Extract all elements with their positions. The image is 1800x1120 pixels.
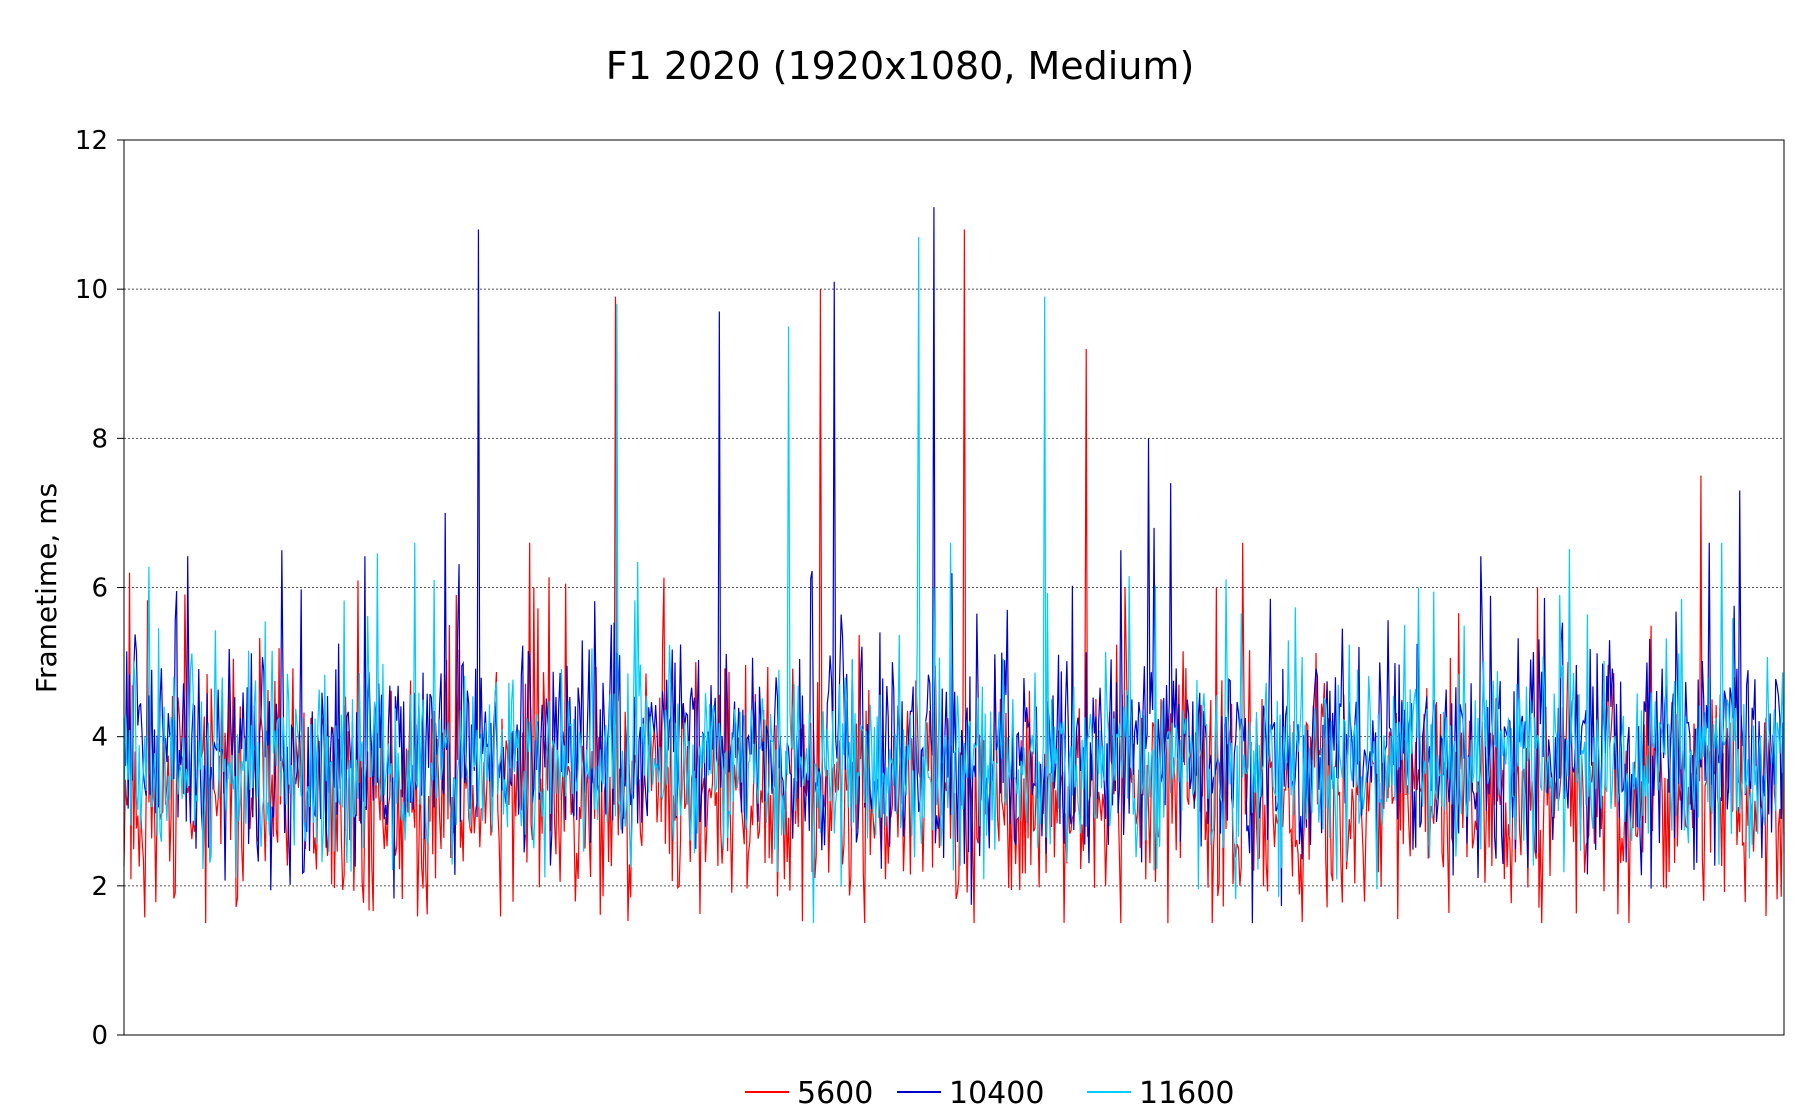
series-layer <box>123 207 1785 924</box>
y-axis-ticks: 0 2 4 6 8 10 12 <box>75 126 124 1051</box>
y-tick-label: 10 <box>75 275 108 305</box>
y-tick-label: 6 <box>91 574 108 604</box>
legend: 5600 10400 11600 <box>745 1076 1234 1111</box>
y-axis-label: Frametime, ms <box>30 483 63 693</box>
y-tick-label: 12 <box>75 126 108 156</box>
y-tick-label: 8 <box>91 424 108 454</box>
chart-title: F1 2020 (1920x1080, Medium) <box>606 44 1195 88</box>
legend-label-5600: 5600 <box>797 1076 873 1111</box>
legend-label-11600: 11600 <box>1139 1076 1234 1111</box>
series-line-11600 <box>123 236 1785 924</box>
y-tick-label: 2 <box>91 872 108 902</box>
legend-label-10400: 10400 <box>949 1076 1044 1111</box>
y-tick-label: 4 <box>91 723 108 753</box>
y-tick-label: 0 <box>91 1021 108 1051</box>
